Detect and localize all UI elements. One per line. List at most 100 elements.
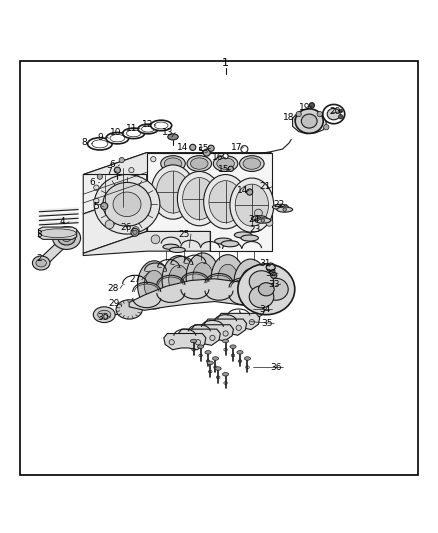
Circle shape — [210, 335, 215, 341]
Ellipse shape — [183, 177, 216, 220]
Ellipse shape — [212, 357, 219, 360]
Circle shape — [132, 227, 139, 233]
Circle shape — [261, 219, 265, 222]
Ellipse shape — [123, 128, 145, 139]
Circle shape — [94, 185, 99, 190]
Ellipse shape — [272, 204, 288, 209]
Polygon shape — [39, 227, 77, 239]
Polygon shape — [83, 152, 272, 174]
Text: 28: 28 — [107, 284, 119, 293]
Circle shape — [203, 149, 210, 156]
Polygon shape — [147, 152, 272, 251]
Ellipse shape — [94, 174, 160, 234]
Polygon shape — [83, 152, 147, 214]
Ellipse shape — [141, 126, 155, 132]
Circle shape — [339, 109, 343, 113]
Text: 22: 22 — [274, 200, 285, 209]
Ellipse shape — [193, 263, 213, 292]
Ellipse shape — [198, 345, 204, 349]
Text: 33: 33 — [268, 279, 279, 288]
Circle shape — [190, 144, 196, 150]
Text: 14: 14 — [237, 186, 248, 195]
Text: 5: 5 — [93, 201, 99, 211]
Ellipse shape — [98, 310, 111, 319]
Text: 32: 32 — [265, 269, 276, 278]
Ellipse shape — [191, 339, 197, 343]
Circle shape — [247, 189, 253, 195]
Ellipse shape — [177, 172, 221, 226]
Circle shape — [114, 167, 120, 173]
Circle shape — [309, 103, 314, 108]
Ellipse shape — [156, 171, 190, 213]
Text: 6: 6 — [89, 178, 95, 187]
Ellipse shape — [204, 174, 247, 229]
Circle shape — [223, 319, 228, 325]
Polygon shape — [205, 319, 247, 335]
Polygon shape — [218, 313, 260, 329]
Circle shape — [324, 125, 329, 130]
Text: 19: 19 — [299, 102, 311, 111]
Circle shape — [133, 230, 137, 235]
Ellipse shape — [127, 130, 141, 137]
Ellipse shape — [234, 232, 252, 238]
Text: 14: 14 — [177, 143, 188, 152]
Circle shape — [223, 331, 228, 336]
Text: 8: 8 — [81, 139, 87, 148]
Circle shape — [169, 340, 174, 345]
Ellipse shape — [103, 182, 151, 226]
Ellipse shape — [92, 140, 108, 148]
Ellipse shape — [215, 367, 221, 370]
Text: 35: 35 — [261, 319, 273, 328]
Ellipse shape — [36, 259, 46, 267]
Text: 20: 20 — [329, 107, 341, 116]
Text: 23: 23 — [249, 225, 261, 234]
Ellipse shape — [213, 156, 238, 172]
Text: 2: 2 — [37, 254, 42, 263]
Circle shape — [236, 325, 241, 330]
Circle shape — [339, 115, 343, 119]
Ellipse shape — [249, 286, 274, 308]
Text: 21: 21 — [259, 182, 271, 191]
Text: 36: 36 — [270, 363, 282, 372]
Ellipse shape — [163, 244, 179, 249]
Circle shape — [241, 146, 248, 152]
Ellipse shape — [249, 271, 274, 293]
Ellipse shape — [223, 373, 229, 376]
Text: 15: 15 — [198, 144, 209, 153]
Text: 17: 17 — [231, 143, 242, 152]
Ellipse shape — [277, 207, 293, 212]
Text: 4: 4 — [60, 217, 65, 227]
Circle shape — [271, 272, 277, 278]
Ellipse shape — [301, 114, 317, 128]
Ellipse shape — [207, 361, 213, 365]
Text: 1: 1 — [222, 58, 229, 68]
Circle shape — [266, 219, 273, 226]
Polygon shape — [129, 279, 267, 310]
Ellipse shape — [154, 122, 168, 129]
Ellipse shape — [243, 158, 261, 169]
Polygon shape — [293, 110, 326, 134]
Polygon shape — [191, 325, 233, 341]
Circle shape — [184, 335, 189, 341]
Text: 16: 16 — [212, 152, 224, 161]
Circle shape — [119, 157, 124, 163]
Ellipse shape — [53, 227, 81, 249]
Ellipse shape — [255, 218, 271, 223]
Ellipse shape — [230, 178, 274, 232]
Circle shape — [223, 154, 228, 159]
Ellipse shape — [234, 259, 267, 307]
Ellipse shape — [218, 264, 238, 293]
Ellipse shape — [138, 124, 158, 134]
Ellipse shape — [138, 261, 171, 309]
Text: 5: 5 — [198, 147, 204, 156]
Text: 27: 27 — [129, 275, 141, 284]
Ellipse shape — [113, 192, 141, 216]
Text: 7: 7 — [106, 167, 113, 176]
Circle shape — [208, 145, 214, 151]
Ellipse shape — [295, 109, 323, 133]
Text: 24: 24 — [248, 215, 260, 224]
Ellipse shape — [170, 247, 185, 253]
Circle shape — [266, 263, 275, 272]
Circle shape — [195, 340, 201, 345]
Text: 31: 31 — [260, 259, 271, 268]
